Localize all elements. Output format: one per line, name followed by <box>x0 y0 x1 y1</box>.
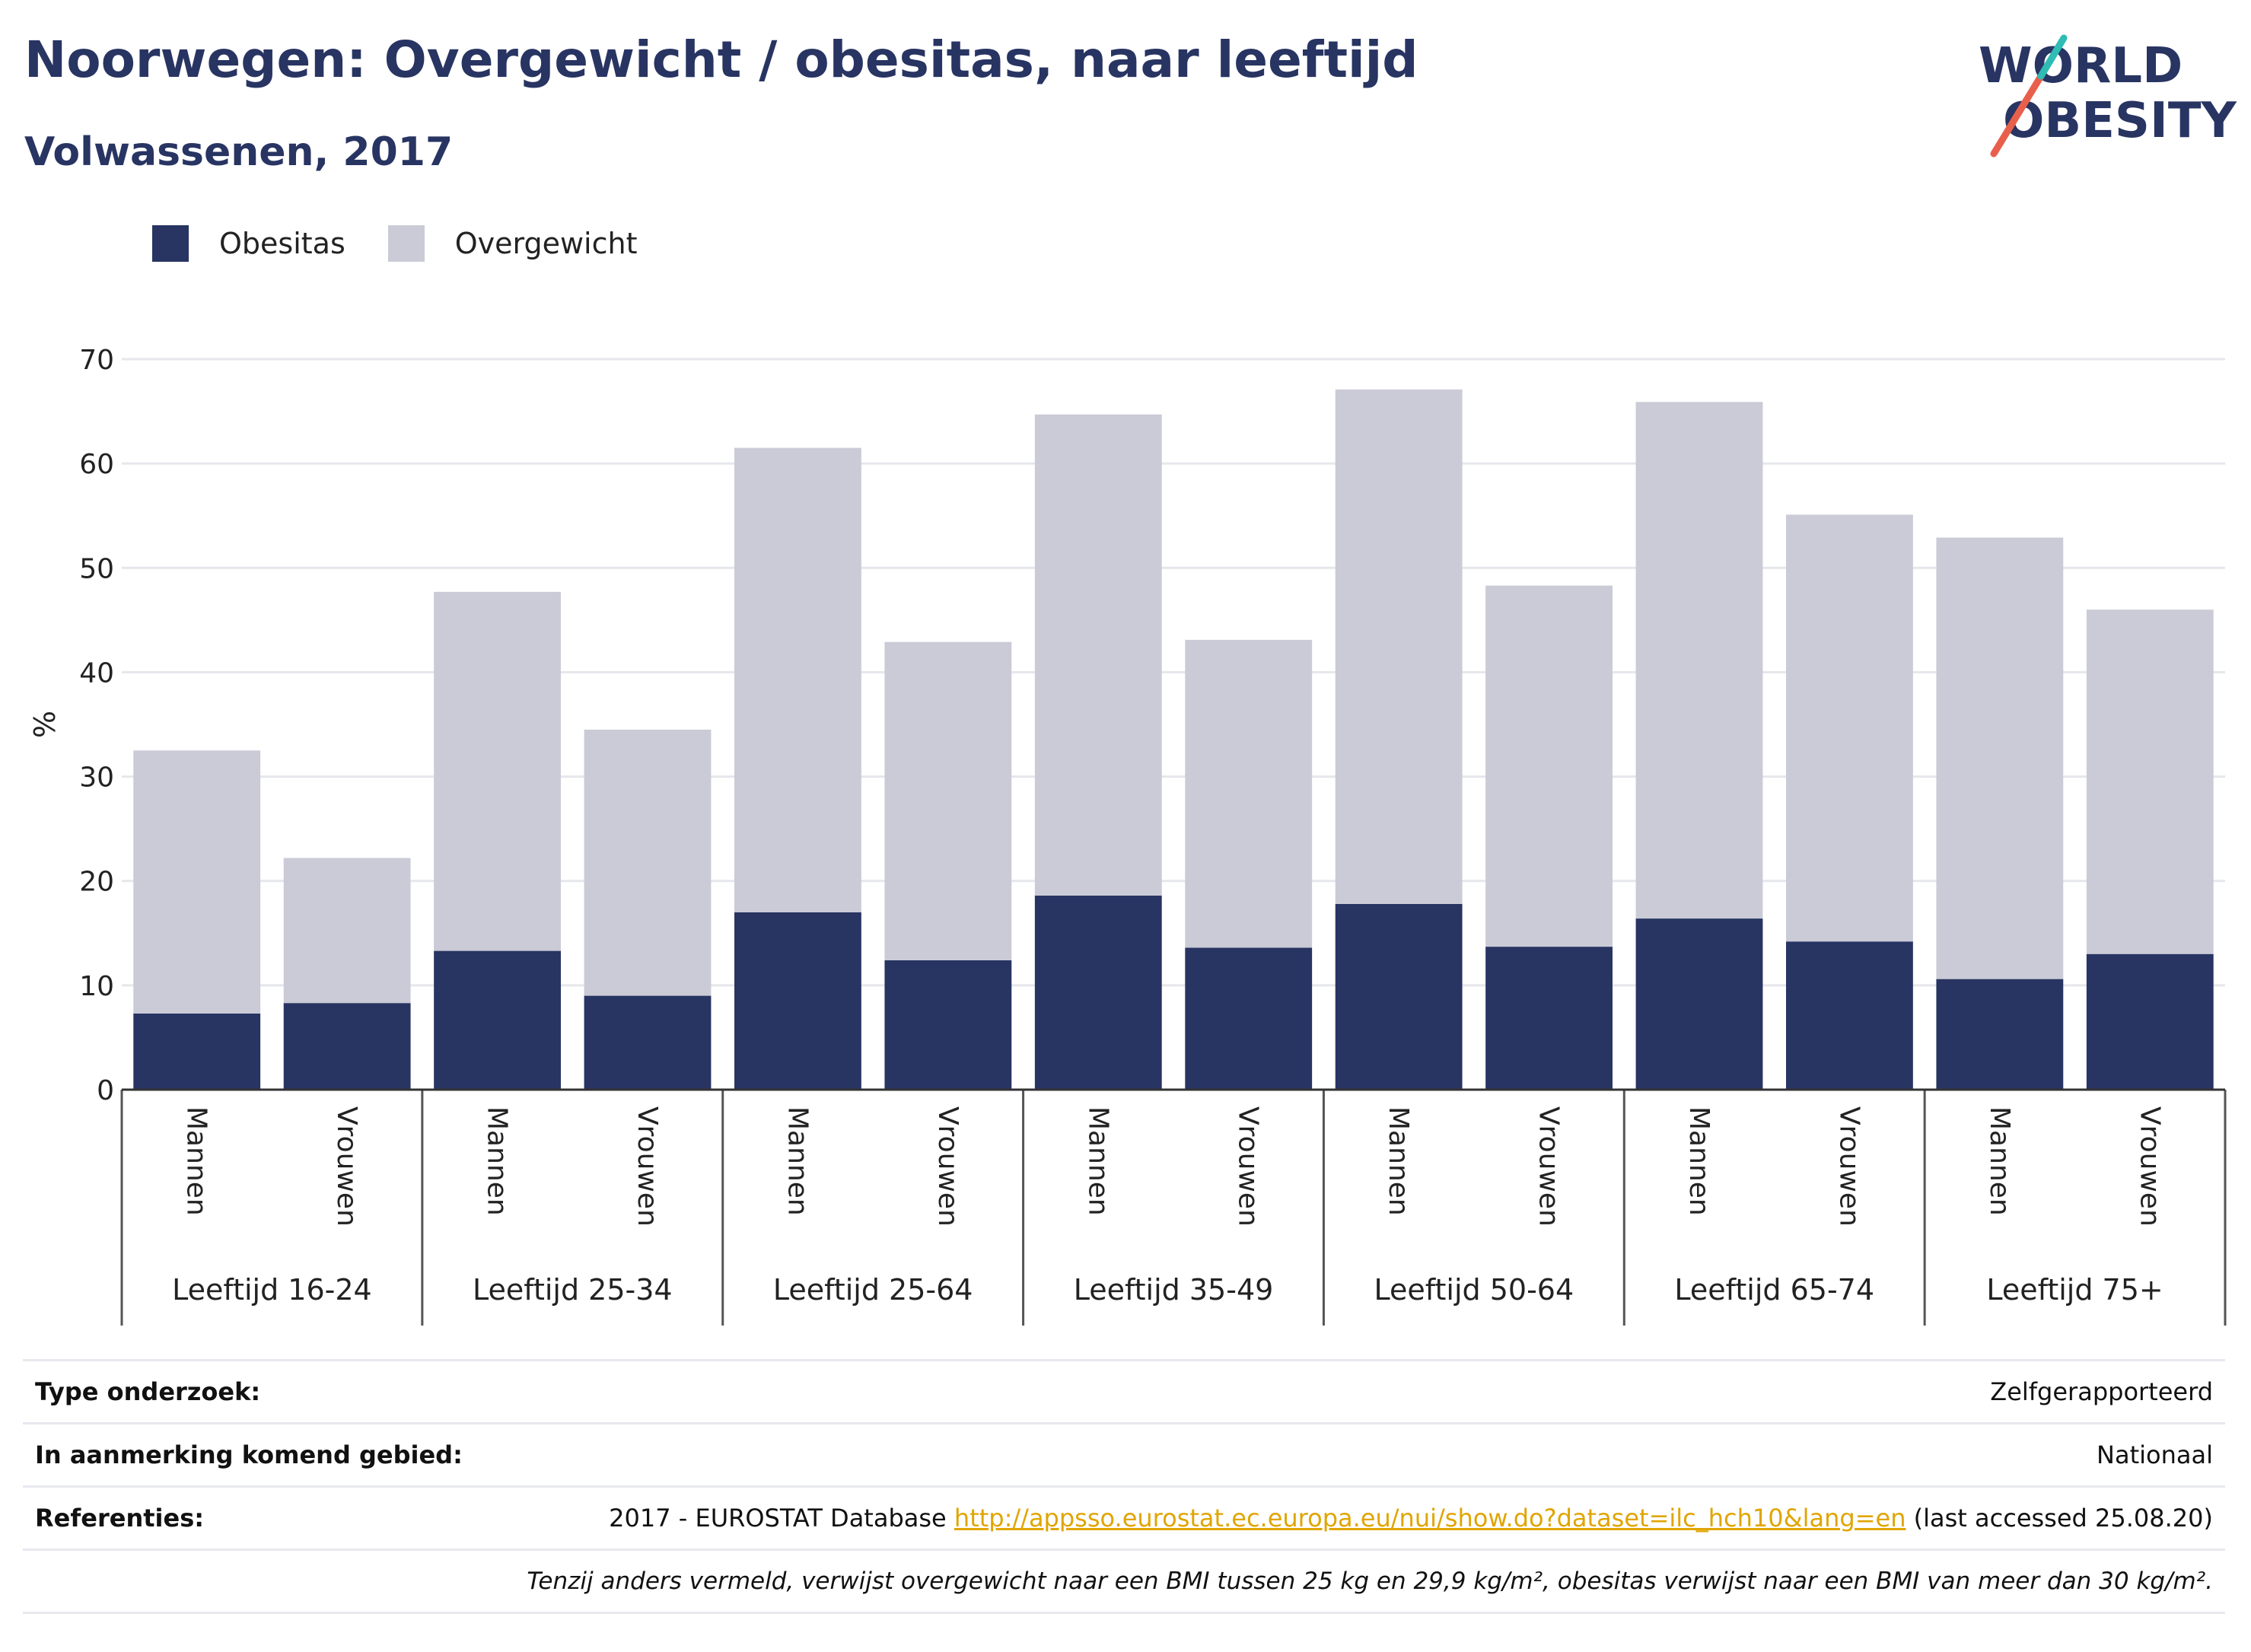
bar-overgewicht <box>1485 585 1613 947</box>
legend-swatch-obesitas <box>152 225 189 262</box>
x-group-label: Leeftijd 16-24 <box>172 1273 372 1307</box>
legend-swatch-overgewicht <box>387 225 425 262</box>
x-subcategory-label: Vrouwen <box>2134 1106 2165 1227</box>
bar-obesitas <box>133 1013 261 1090</box>
footer-value: Nationaal <box>2097 1440 2213 1469</box>
bar-overgewicht <box>884 641 1012 960</box>
footer-value: 2017 - EUROSTAT Database http://appsso.e… <box>609 1504 2213 1533</box>
bar-overgewicht <box>734 447 861 912</box>
footer-row-survey-type: Type onderzoek: Zelfgerapporteerd <box>23 1359 2225 1422</box>
footer-label: Referenties: <box>35 1504 205 1533</box>
world-obesity-logo: WORLD OBESITY <box>1979 34 2237 158</box>
bar-overgewicht <box>133 750 261 1014</box>
x-subcategory-label: Mannen <box>1383 1106 1414 1216</box>
bar-obesitas <box>1786 941 1913 1090</box>
y-axis-label: % <box>28 711 62 738</box>
chart-legend: Obesitas Overgewicht <box>152 225 680 262</box>
bar-overgewicht <box>1335 389 1463 904</box>
y-tick-label: 50 <box>79 553 114 584</box>
reference-prefix: 2017 - EUROSTAT Database <box>609 1504 954 1533</box>
bar-overgewicht <box>1635 402 1763 919</box>
x-subcategory-label: Mannen <box>181 1106 212 1216</box>
x-subcategory-label: Vrouwen <box>1833 1106 1864 1227</box>
x-subcategory-label: Mannen <box>1683 1106 1715 1216</box>
x-subcategory-label: Vrouwen <box>632 1106 663 1227</box>
x-subcategory-label: Mannen <box>782 1106 813 1216</box>
x-group-label: Leeftijd 25-34 <box>473 1273 673 1307</box>
svg-text:OBESITY: OBESITY <box>2003 93 2237 149</box>
x-subcategory-label: Vrouwen <box>1533 1106 1565 1227</box>
y-tick-label: 40 <box>79 657 114 689</box>
y-tick-label: 10 <box>79 971 114 1002</box>
x-subcategory-label: Vrouwen <box>331 1106 362 1227</box>
x-group-label: Leeftijd 50-64 <box>1374 1273 1574 1307</box>
bar-overgewicht <box>2086 610 2214 954</box>
footer-label: Type onderzoek: <box>35 1377 261 1406</box>
bar-overgewicht <box>434 591 561 951</box>
page-title: Noorwegen: Overgewicht / obesitas, naar … <box>24 30 1418 89</box>
footer-info: Type onderzoek: Zelfgerapporteerd In aan… <box>23 1359 2225 1614</box>
y-tick-label: 30 <box>79 762 114 794</box>
bar-obesitas <box>2086 953 2214 1090</box>
footer-row-references: Referenties: 2017 - EUROSTAT Database ht… <box>23 1485 2225 1549</box>
x-subcategory-label: Mannen <box>482 1106 513 1216</box>
bar-obesitas <box>1936 979 2064 1090</box>
bar-obesitas <box>1185 947 1313 1090</box>
y-tick-label: 60 <box>79 449 114 480</box>
bar-obesitas <box>1635 918 1763 1090</box>
reference-link[interactable]: http://appsso.eurostat.ec.europa.eu/nui/… <box>954 1504 1906 1533</box>
legend-label-overgewicht: Overgewicht <box>454 227 638 260</box>
footer-value: Zelfgerapporteerd <box>1990 1377 2213 1406</box>
x-subcategory-label: Mannen <box>1984 1106 2015 1216</box>
x-subcategory-label: Vrouwen <box>932 1106 963 1227</box>
x-subcategory-label: Vrouwen <box>1233 1106 1264 1227</box>
page-subtitle: Volwassenen, 2017 <box>24 129 454 175</box>
footer-row-area: In aanmerking komend gebied: Nationaal <box>23 1422 2225 1485</box>
footer-note: Tenzij anders vermeld, verwijst overgewi… <box>527 1568 2213 1595</box>
bar-obesitas <box>734 912 861 1090</box>
legend-item-overgewicht: Overgewicht <box>387 225 638 262</box>
bar-overgewicht <box>1034 414 1162 896</box>
legend-item-obesitas: Obesitas <box>152 225 345 262</box>
bar-obesitas <box>434 950 561 1090</box>
reference-suffix: (last accessed 25.08.20) <box>1906 1504 2213 1533</box>
svg-text:WORLD: WORLD <box>1979 38 2183 94</box>
stacked-bar-chart: 0 10 20 30 40 50 60 70% Mannen Vrouwen Leeftijd 16… <box>28 345 2227 1326</box>
bar-obesitas <box>1034 895 1162 1090</box>
bar-overgewicht <box>1786 514 1913 942</box>
bar-obesitas <box>884 960 1012 1090</box>
x-group-label: Leeftijd 25-64 <box>773 1273 973 1307</box>
bar-overgewicht <box>1936 537 2064 979</box>
x-subcategory-label: Mannen <box>1082 1106 1113 1216</box>
x-group-label: Leeftijd 35-49 <box>1074 1273 1274 1307</box>
x-group-label: Leeftijd 65-74 <box>1674 1273 1874 1307</box>
y-tick-label: 20 <box>79 867 114 898</box>
bar-obesitas <box>584 995 712 1090</box>
y-tick-label: 0 <box>97 1075 114 1106</box>
bar-obesitas <box>283 1003 411 1090</box>
footer-row-note: Tenzij anders vermeld, verwijst overgewi… <box>23 1549 2225 1614</box>
legend-label-obesitas: Obesitas <box>219 227 345 260</box>
bar-overgewicht <box>1185 639 1313 948</box>
y-tick-label: 70 <box>79 345 114 376</box>
bar-obesitas <box>1335 903 1463 1090</box>
footer-label: In aanmerking komend gebied: <box>35 1440 463 1469</box>
x-group-label: Leeftijd 75+ <box>1986 1273 2163 1307</box>
bar-overgewicht <box>283 858 411 1004</box>
bar-obesitas <box>1485 947 1613 1090</box>
bar-overgewicht <box>584 729 712 996</box>
